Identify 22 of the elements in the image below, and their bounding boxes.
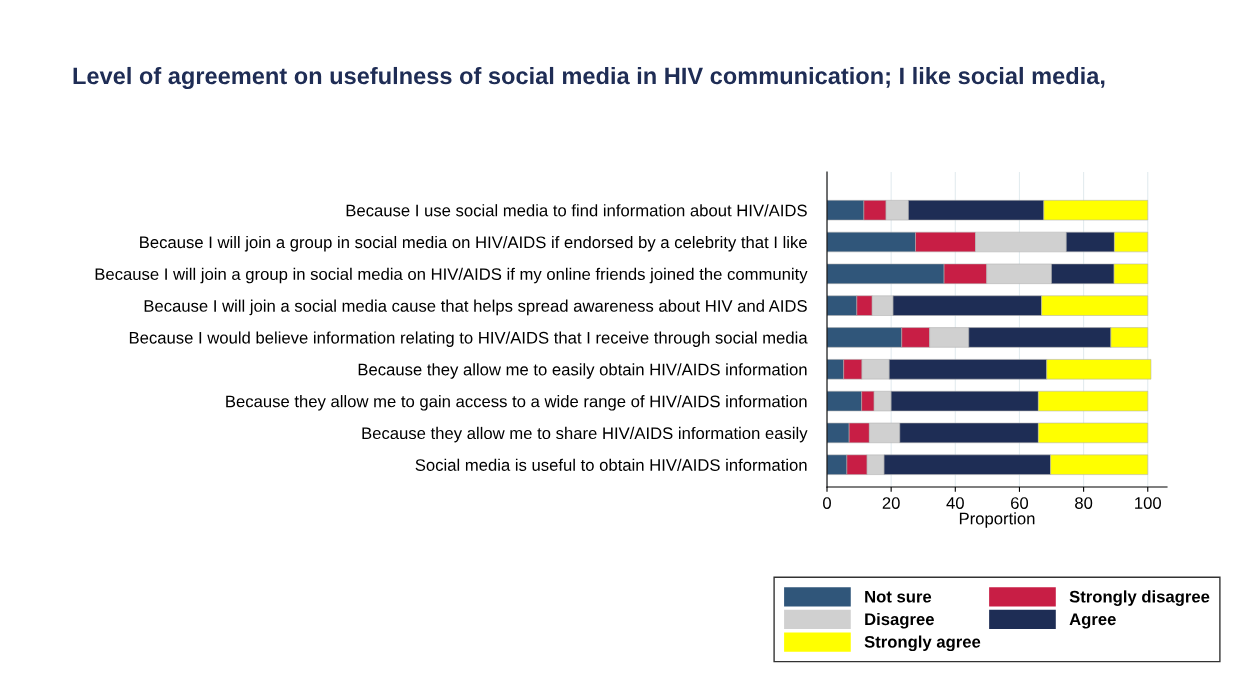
- y-tick-label: Because I will join a social media cause that helps spread awareness about HIV and AIDS: [144, 299, 807, 316]
- x-tick-label: 80: [1075, 497, 1093, 509]
- x-tick-label: 40: [946, 497, 964, 509]
- x-axis-title: Proportion: [959, 512, 1035, 528]
- x-tick-label: 20: [882, 497, 900, 509]
- y-tick-label: Because they allow me to gain access to a wide range of HIV/AIDS information: [226, 395, 807, 411]
- x-tick-label: 60: [1011, 497, 1029, 509]
- y-tick-label: Because I would believe information relating to HIV/AIDS that I receive through social media: [129, 331, 808, 347]
- y-tick-label: Because they allow me to share HIV/AIDS information easily: [362, 426, 808, 443]
- y-tick-label: Because I will join a group in social media on HIV/AIDS if my online friends joined the community: [95, 267, 808, 284]
- legend-label: Agree: [1069, 613, 1116, 629]
- legend-label: Disagree: [865, 612, 934, 629]
- y-tick-label: Because I use social media to find information about HIV/AIDS: [346, 204, 807, 217]
- x-tick-label: 0: [823, 497, 831, 509]
- text: Level of agreement on usefulness of social media in HIV communication; I like social media,: [73, 66, 1105, 90]
- y-tick-label: Because I will join a group in social media on HIV/AIDS if endorsed by a celebrity that I like: [140, 235, 807, 252]
- legend-label: Strongly agree: [864, 635, 981, 652]
- legend-label: Strongly disagree: [1069, 590, 1210, 606]
- legend-label: Not sure: [865, 590, 932, 603]
- y-tick-label: Social media is useful to obtain HIV/AIDS information: [415, 458, 807, 471]
- x-tick-label: 100: [1135, 497, 1162, 509]
- y-tick-label: Because they allow me to easily obtain HIV/AIDS information: [358, 363, 807, 379]
